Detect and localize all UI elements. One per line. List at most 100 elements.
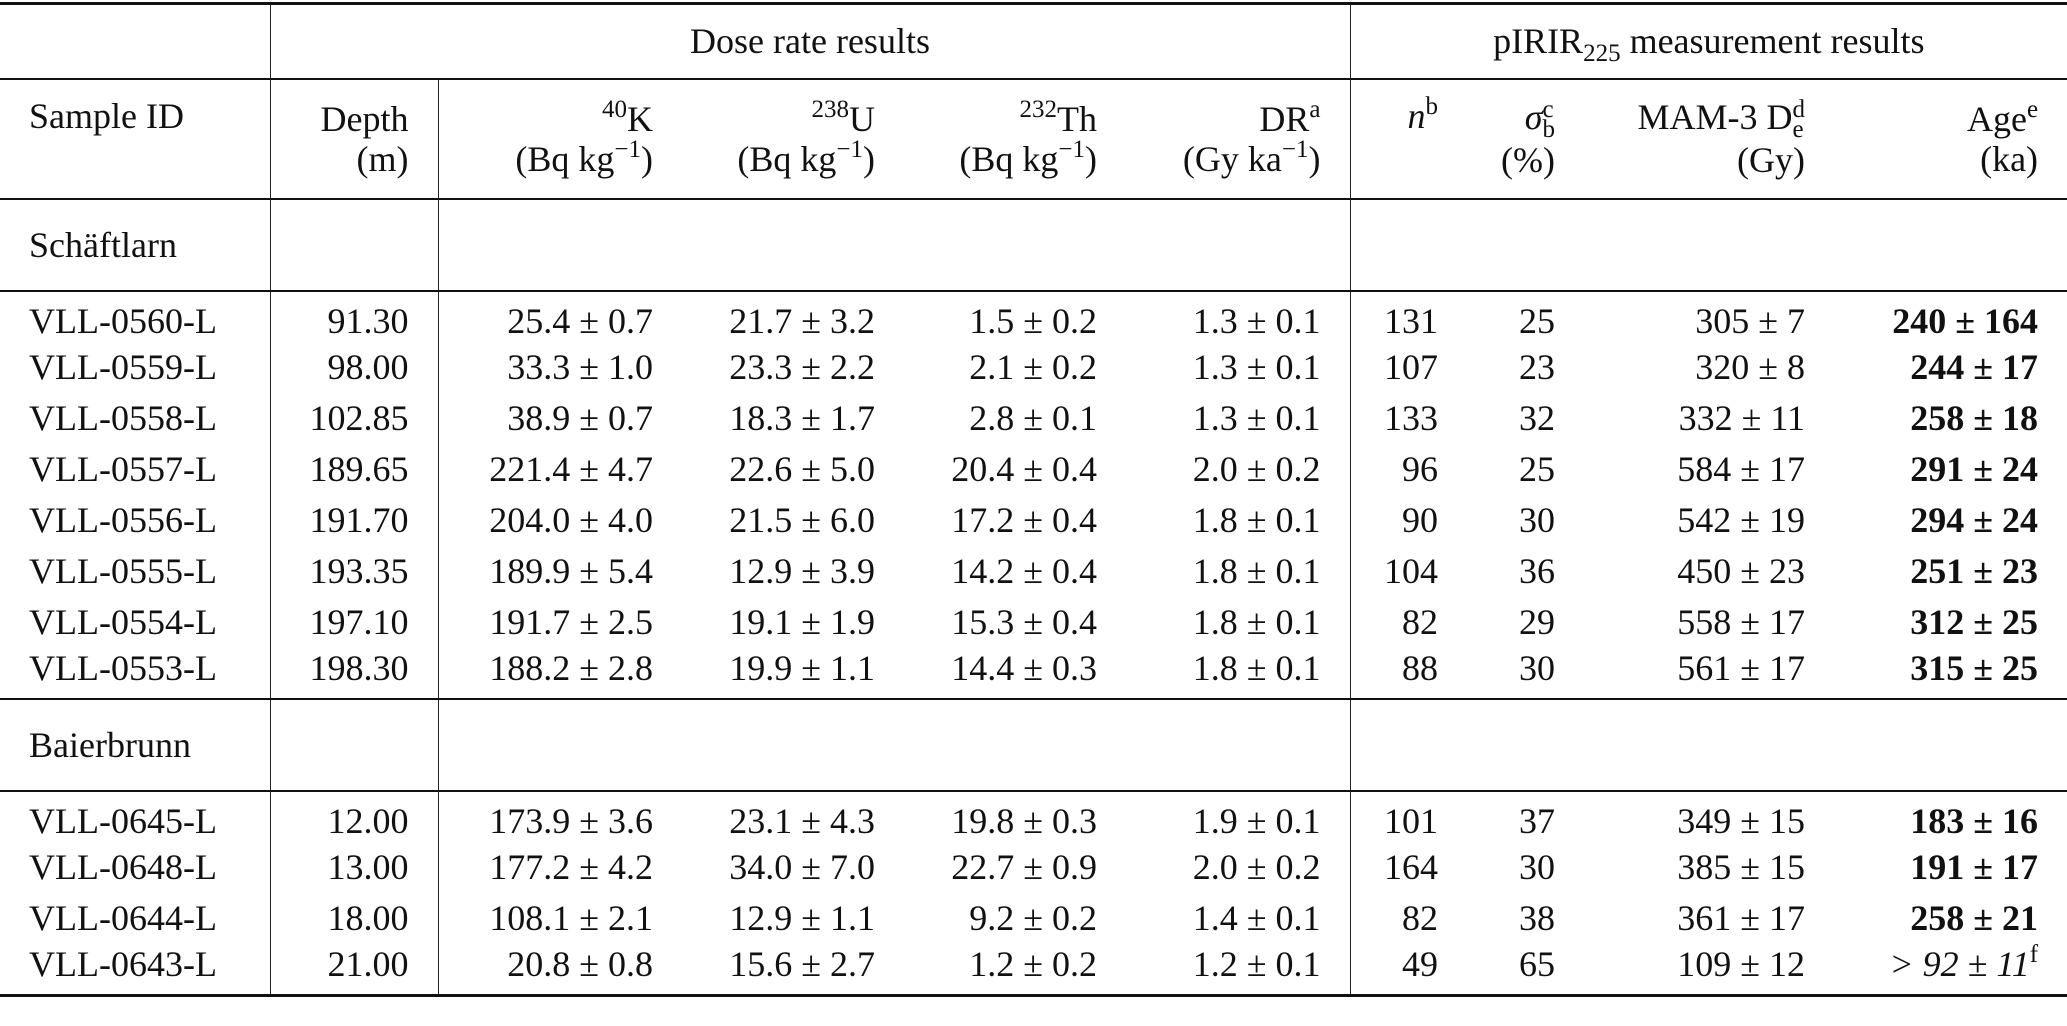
- dose-rate-cell: 1.9 ± 0.1: [1112, 791, 1350, 842]
- depth-cell-value: 98.00: [327, 347, 409, 387]
- th232-cell: 15.3 ± 0.4: [890, 597, 1112, 648]
- mam-note: d: [1792, 96, 1806, 124]
- k40-cell: 33.3 ± 1.0: [437, 341, 668, 393]
- depth-cell-value: 191.70: [309, 500, 409, 540]
- sigma-note: c: [1542, 96, 1554, 124]
- th-unit-end: ): [1085, 138, 1097, 179]
- u238-cell-value: 21.7 ± 3.2: [729, 300, 875, 341]
- sample-id-cell: VLL-0555-L: [0, 546, 270, 597]
- k40-cell: 20.8 ± 0.8: [437, 943, 668, 995]
- table-row: VLL-0554-L 197.10 191.7 ± 2.5 19.1 ± 1.9 15.…: [0, 596, 2067, 648]
- sigma-cell-value: 30: [1519, 847, 1555, 887]
- n-cell: 104: [1349, 545, 1450, 597]
- depth-cell: 18.00: [269, 892, 438, 944]
- u238-cell-value: 23.1 ± 4.3: [729, 800, 875, 841]
- equivalent-dose-cell-value: 349 ± 15: [1677, 800, 1805, 841]
- mam-label: MAM-3 D: [1637, 96, 1793, 137]
- k40-cell: 221.4 ± 4.7: [437, 443, 668, 495]
- table-row: VLL-0648-L 13.00 177.2 ± 4.2 34.0 ± 7.0 22.7…: [0, 841, 2067, 893]
- dose-rate-cell: 1.3 ± 0.1: [1112, 342, 1350, 393]
- n-cell-value: 104: [1384, 551, 1438, 591]
- header-age: Agee (ka): [1820, 79, 2067, 199]
- k40-cell: 189.9 ± 5.4: [437, 545, 668, 597]
- sample-id-cell-value: VLL-0558-L: [29, 398, 217, 438]
- age-cell: 244 ± 17: [1820, 342, 2067, 393]
- sigma-cell: 30: [1450, 842, 1570, 893]
- sigma-label: σ: [1524, 96, 1543, 137]
- dose-rate-cell: 1.3 ± 0.1: [1112, 393, 1350, 444]
- age-cell: 291 ± 24: [1820, 444, 2067, 495]
- depth-cell-value: 198.30: [309, 647, 409, 688]
- k-isotope: 40: [602, 95, 627, 123]
- k40-cell: 38.9 ± 0.7: [437, 392, 668, 444]
- n-cell-value: 133: [1384, 398, 1438, 438]
- sigma-cell: 25: [1450, 444, 1570, 495]
- site-row: Baierbrunn: [0, 698, 2067, 791]
- pirir-label: pIRIR: [1493, 21, 1584, 62]
- th-unit: (Bq kg: [959, 138, 1059, 179]
- depth-cell: 189.65: [269, 443, 438, 495]
- th232-cell-value: 1.2 ± 0.2: [969, 943, 1097, 984]
- th-isotope: 232: [1019, 95, 1058, 123]
- age-cell: > 92 ± 11f: [1820, 942, 2067, 996]
- header-sample-id: Sample ID: [29, 95, 184, 136]
- n-cell: 82: [1349, 892, 1450, 944]
- dose-rate-cell-value: 1.3 ± 0.1: [1192, 398, 1321, 438]
- depth-cell-value: 91.30: [327, 300, 409, 341]
- sample-id-cell-value: VLL-0553-L: [29, 647, 217, 688]
- k40-cell: 177.2 ± 4.2: [437, 841, 668, 893]
- dose-rate-cell-value: 1.8 ± 0.1: [1192, 602, 1321, 642]
- u238-cell: 18.3 ± 1.7: [668, 393, 890, 444]
- u-unit-exp: −1: [836, 135, 863, 163]
- group-header-row: Dose rate results pIRIR225 measurement r…: [0, 3, 2067, 79]
- n-cell: 49: [1349, 943, 1450, 995]
- th232-cell: 1.5 ± 0.2: [890, 291, 1112, 342]
- dose-rate-cell: 1.8 ± 0.1: [1112, 546, 1350, 597]
- sigma-cell: 25: [1450, 291, 1570, 342]
- u-isotope: 238: [811, 95, 850, 123]
- k40-cell-value: 20.8 ± 0.8: [507, 943, 653, 984]
- dose-rate-cell-value: 1.3 ± 0.1: [1192, 347, 1321, 387]
- th232-cell-value: 1.5 ± 0.2: [969, 300, 1097, 341]
- th232-cell-value: 22.7 ± 0.9: [951, 847, 1097, 887]
- depth-cell: 91.30: [269, 290, 438, 342]
- k40-cell: 188.2 ± 2.8: [437, 647, 668, 699]
- age-cell: 258 ± 21: [1820, 893, 2067, 944]
- sample-id-cell-value: VLL-0557-L: [29, 449, 217, 489]
- sigma-cell-value: 37: [1519, 800, 1555, 841]
- dose-rate-cell-value: 1.8 ± 0.1: [1192, 500, 1321, 540]
- k40-cell: 204.0 ± 4.0: [437, 494, 668, 546]
- u238-cell: 21.5 ± 6.0: [668, 495, 890, 546]
- th232-cell: 20.4 ± 0.4: [890, 444, 1112, 495]
- column-header-row: Sample ID Depth (m) 40K (Bq kg−1) 238U (Bq …: [0, 78, 2067, 199]
- sample-id-cell: VLL-0644-L: [0, 893, 270, 944]
- n-cell-value: 82: [1402, 898, 1438, 938]
- n-cell: 133: [1349, 392, 1450, 444]
- header-depth-unit: (m): [356, 138, 409, 179]
- table-row: VLL-0643-L 21.00 20.8 ± 0.8 15.6 ± 2.7 1.2 ±…: [0, 942, 2067, 996]
- u-unit: (Bq kg: [737, 138, 837, 179]
- header-sigma: σ c b (%): [1450, 79, 1570, 199]
- sigma-cell: 30: [1450, 495, 1570, 546]
- k40-cell-value: 177.2 ± 4.2: [489, 847, 653, 887]
- n-cell-value: 88: [1402, 647, 1438, 688]
- depth-cell-value: 102.85: [309, 398, 409, 438]
- dr-unit-end: ): [1308, 138, 1321, 179]
- n-cell: 131: [1349, 290, 1450, 342]
- sample-id-cell-value: VLL-0555-L: [29, 551, 217, 591]
- k-unit-end: ): [641, 138, 653, 179]
- equivalent-dose-cell-value: 305 ± 7: [1695, 300, 1805, 341]
- u238-cell: 12.9 ± 3.9: [668, 546, 890, 597]
- u238-cell: 23.3 ± 2.2: [668, 342, 890, 393]
- dose-rate-cell: 1.3 ± 0.1: [1112, 291, 1350, 342]
- age-cell-value: 244 ± 17: [1910, 347, 2039, 387]
- sample-id-cell-value: VLL-0554-L: [29, 602, 217, 642]
- u-label: U: [849, 98, 875, 139]
- equivalent-dose-cell: 305 ± 7: [1570, 291, 1820, 342]
- age-cell: 251 ± 23: [1820, 546, 2067, 597]
- sigma-cell: 37: [1450, 791, 1570, 842]
- dr-label: DR: [1259, 98, 1310, 139]
- sigma-cell-value: 38: [1519, 898, 1555, 938]
- age-cell-value: 291 ± 24: [1910, 449, 2039, 489]
